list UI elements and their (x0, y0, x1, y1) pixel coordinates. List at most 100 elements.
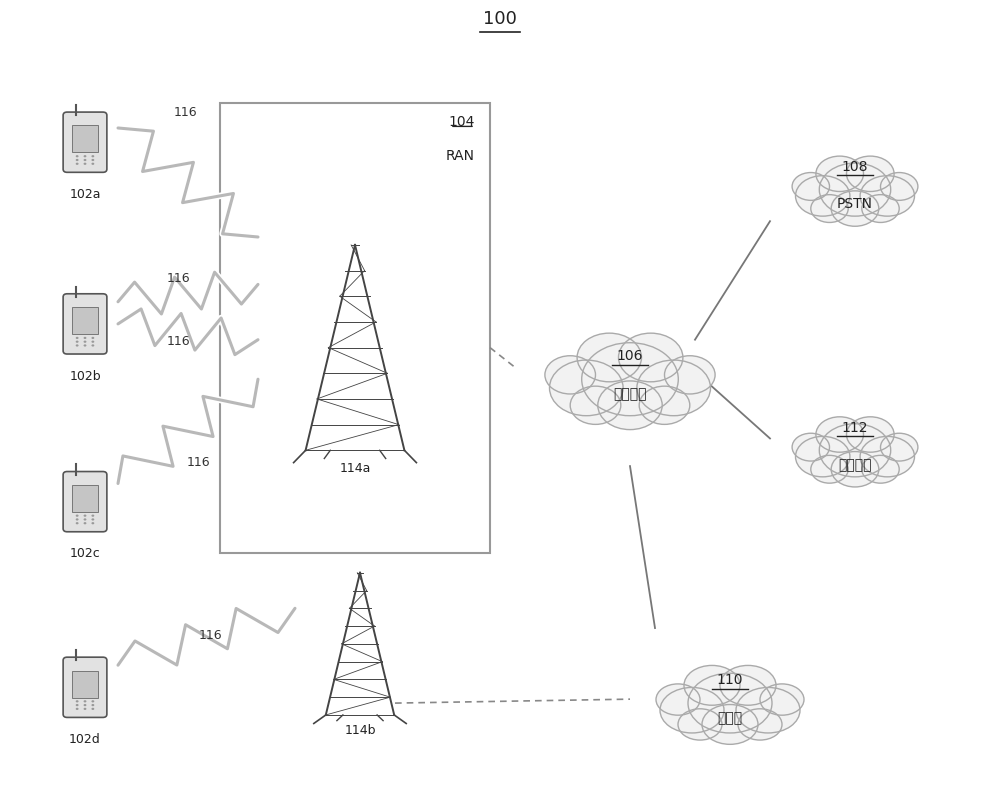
Ellipse shape (819, 163, 891, 216)
Circle shape (76, 159, 79, 161)
Circle shape (91, 340, 94, 343)
Ellipse shape (795, 436, 850, 477)
Ellipse shape (795, 175, 850, 216)
Text: 100: 100 (483, 9, 517, 28)
Circle shape (76, 163, 79, 165)
Text: 102b: 102b (69, 370, 101, 382)
Text: 106: 106 (617, 349, 643, 363)
Circle shape (91, 514, 94, 517)
Ellipse shape (831, 452, 879, 487)
Ellipse shape (637, 360, 710, 416)
Ellipse shape (618, 333, 683, 382)
Circle shape (76, 155, 79, 157)
Text: 114b: 114b (344, 724, 376, 737)
Text: 102c: 102c (70, 547, 100, 560)
Circle shape (91, 700, 94, 702)
Circle shape (91, 518, 94, 521)
Ellipse shape (656, 684, 700, 715)
Circle shape (84, 704, 86, 706)
Bar (220, 103, 490, 553)
Circle shape (91, 344, 94, 347)
Ellipse shape (831, 191, 879, 226)
Text: 110: 110 (717, 673, 743, 687)
Ellipse shape (862, 455, 899, 483)
Bar (72, 671, 98, 698)
Ellipse shape (639, 386, 690, 424)
Text: 114a: 114a (339, 462, 371, 475)
Ellipse shape (577, 333, 642, 382)
Circle shape (84, 514, 86, 517)
Circle shape (91, 337, 94, 339)
Ellipse shape (792, 172, 830, 201)
Ellipse shape (738, 709, 782, 740)
Circle shape (76, 344, 79, 347)
Circle shape (84, 337, 86, 339)
FancyBboxPatch shape (63, 112, 107, 172)
Circle shape (91, 708, 94, 710)
Ellipse shape (811, 455, 848, 483)
Circle shape (84, 340, 86, 343)
Ellipse shape (550, 360, 623, 416)
Ellipse shape (598, 381, 662, 430)
Text: 108: 108 (842, 160, 868, 174)
Ellipse shape (664, 356, 715, 394)
Ellipse shape (860, 436, 914, 477)
Circle shape (84, 708, 86, 710)
Ellipse shape (816, 156, 864, 191)
Circle shape (76, 340, 79, 343)
Ellipse shape (819, 423, 891, 477)
Ellipse shape (684, 665, 740, 705)
Circle shape (76, 518, 79, 521)
Text: 116: 116 (186, 456, 210, 468)
Circle shape (84, 159, 86, 161)
Circle shape (91, 704, 94, 706)
Ellipse shape (846, 417, 894, 452)
Circle shape (76, 337, 79, 339)
Ellipse shape (736, 687, 800, 733)
Ellipse shape (811, 194, 848, 223)
Circle shape (84, 163, 86, 165)
Ellipse shape (702, 705, 758, 744)
Circle shape (76, 704, 79, 706)
Ellipse shape (660, 687, 724, 733)
Text: 116: 116 (173, 106, 197, 118)
Ellipse shape (688, 673, 772, 733)
Circle shape (84, 155, 86, 157)
Circle shape (76, 700, 79, 702)
Text: 其他网络: 其他网络 (838, 458, 872, 472)
Bar (72, 485, 98, 512)
Ellipse shape (545, 356, 596, 394)
Ellipse shape (720, 665, 776, 705)
Ellipse shape (881, 172, 918, 201)
Text: 核心网络: 核心网络 (613, 387, 647, 401)
Ellipse shape (678, 709, 722, 740)
Circle shape (84, 522, 86, 525)
Ellipse shape (570, 386, 621, 424)
Circle shape (91, 522, 94, 525)
Text: 102d: 102d (69, 733, 101, 746)
Circle shape (91, 163, 94, 165)
Circle shape (76, 522, 79, 525)
Text: 因特网: 因特网 (717, 711, 743, 725)
Text: 116: 116 (166, 335, 190, 348)
Ellipse shape (760, 684, 804, 715)
Circle shape (84, 518, 86, 521)
Bar (72, 126, 98, 152)
Circle shape (84, 344, 86, 347)
Text: 112: 112 (842, 420, 868, 435)
FancyBboxPatch shape (63, 657, 107, 717)
Ellipse shape (860, 175, 914, 216)
Ellipse shape (846, 156, 894, 191)
Circle shape (76, 514, 79, 517)
Circle shape (91, 155, 94, 157)
Ellipse shape (816, 417, 864, 452)
Ellipse shape (862, 194, 899, 223)
Text: RAN: RAN (446, 149, 475, 163)
Ellipse shape (582, 343, 678, 416)
Bar (72, 307, 98, 334)
Circle shape (76, 708, 79, 710)
Ellipse shape (792, 433, 830, 461)
Circle shape (84, 700, 86, 702)
Text: 102a: 102a (69, 188, 101, 201)
Text: 116: 116 (166, 272, 190, 284)
